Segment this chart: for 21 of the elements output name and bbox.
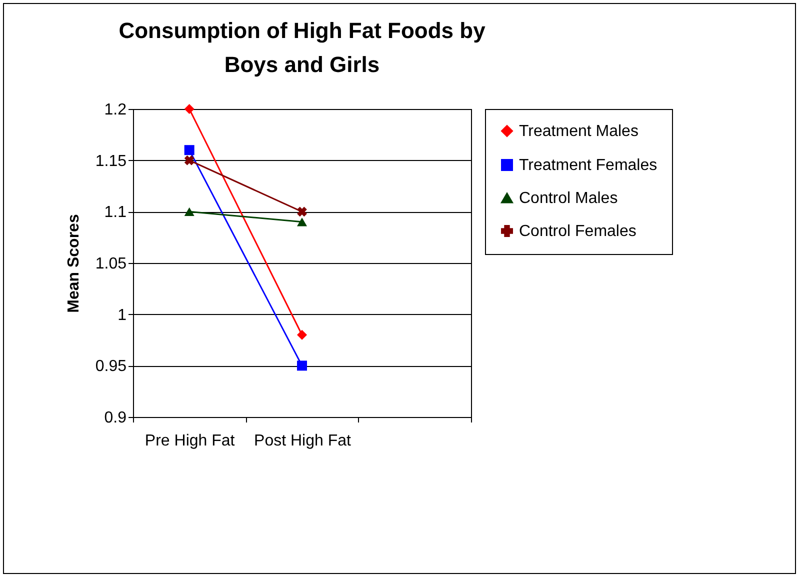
point [297, 330, 307, 340]
x-tick-label: Pre High Fat [144, 432, 236, 450]
y-tick-label: 1 [118, 306, 127, 324]
y-tick-label: 1.2 [104, 102, 127, 118]
legend-label: Treatment Males [519, 123, 638, 140]
point [297, 206, 307, 217]
legend-label: Treatment Females [519, 157, 658, 174]
point [184, 155, 194, 166]
y-tick-label: 0.9 [104, 410, 127, 426]
x-tick-label: Post High Fat [254, 432, 352, 450]
y-tick-label: 1.1 [104, 204, 127, 222]
point [184, 104, 194, 114]
y-tick-label: 1.15 [95, 152, 127, 170]
legend-label: Control Females [519, 223, 636, 240]
point [297, 360, 307, 371]
chart-title: Consumption of High Fat Foods by Boys and Girls [118, 18, 486, 77]
legend-label: Control Males [519, 190, 618, 207]
y-axis-title: Mean Scores [65, 214, 82, 313]
point [184, 145, 194, 156]
y-tick-label: 1.05 [95, 256, 127, 272]
y-tick-label: 0.95 [95, 358, 127, 376]
